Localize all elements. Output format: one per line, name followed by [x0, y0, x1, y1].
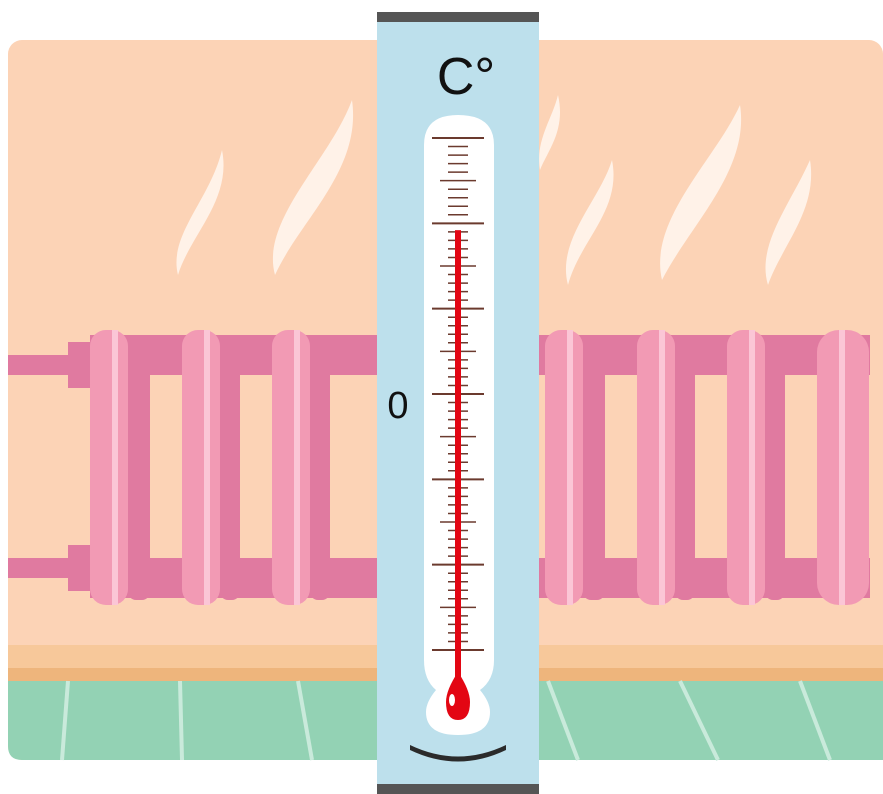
- thermometer-liquid-column: [455, 230, 461, 687]
- thermometer-bulb-highlight: [449, 694, 455, 706]
- radiator-pipe-cap-bottom: [68, 545, 90, 591]
- thermometer-panel-bottom-cap: [377, 784, 539, 794]
- radiator-fin: [272, 330, 330, 605]
- steam-wisp: [539, 95, 561, 170]
- radiator-fin: [637, 330, 695, 605]
- unit-label: C°: [437, 48, 495, 106]
- radiator-pipe-top: [8, 355, 76, 375]
- steam-wisps: [176, 95, 812, 285]
- radiator-pipe-cap-top: [68, 342, 90, 388]
- steam-wisp: [765, 160, 812, 285]
- radiator: [8, 330, 870, 605]
- zero-label: 0: [387, 385, 408, 427]
- thermometer: C° 0: [377, 12, 539, 794]
- thermometer-panel-top-cap: [377, 12, 539, 22]
- steam-wisp: [272, 100, 354, 275]
- steam-wisp: [565, 160, 614, 285]
- thermometer-bulb: [446, 672, 470, 720]
- radiator-pipe-bottom: [8, 558, 76, 578]
- radiator-fin: [727, 330, 785, 605]
- radiator-fin: [817, 330, 869, 605]
- steam-wisp: [176, 150, 224, 275]
- radiator-fin: [90, 330, 150, 605]
- thermometer-base: [410, 745, 506, 762]
- radiator-fin: [182, 330, 240, 605]
- steam-wisp: [660, 105, 742, 280]
- radiator-fin: [545, 330, 605, 605]
